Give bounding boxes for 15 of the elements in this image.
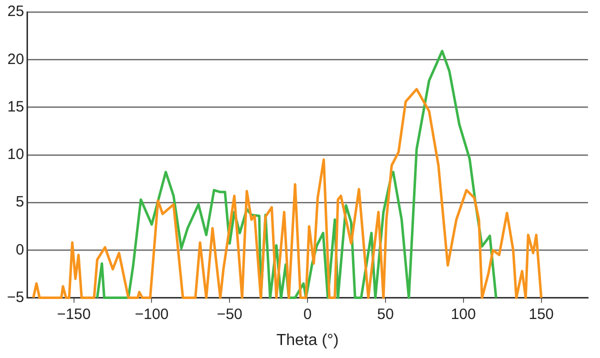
x-tick-label: −50 bbox=[216, 306, 242, 323]
y-tick-label: 0 bbox=[16, 241, 24, 258]
x-tick-label: 150 bbox=[528, 306, 554, 323]
y-tick-label: −5 bbox=[6, 288, 24, 306]
y-tick-label: 25 bbox=[7, 3, 24, 20]
x-tick-label: 50 bbox=[377, 306, 394, 323]
x-tick-label: 0 bbox=[303, 306, 312, 323]
y-tick-label: 20 bbox=[7, 50, 24, 68]
y-tick-label: 15 bbox=[7, 98, 24, 116]
y-tick-label: 5 bbox=[16, 194, 24, 211]
y-tick-label: 10 bbox=[7, 146, 24, 164]
x-axis-title: Theta (°) bbox=[276, 332, 339, 349]
x-tick-label: −100 bbox=[134, 306, 169, 323]
x-tick-label: 100 bbox=[450, 306, 476, 323]
x-tick-label: −150 bbox=[56, 306, 91, 323]
